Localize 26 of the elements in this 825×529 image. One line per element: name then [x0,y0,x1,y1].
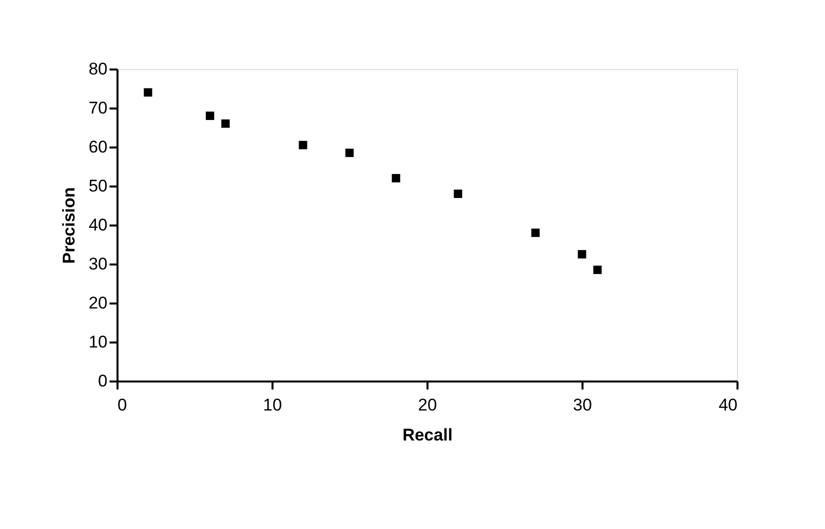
point [144,88,152,97]
y-tick-label: 50 [88,176,108,196]
y-tick-label: 80 [88,60,108,78]
y-tick-label: 70 [88,98,108,118]
y-tick-label: 10 [88,332,108,352]
x-tick-label: 20 [418,396,437,414]
x-tick-label: 10 [263,396,282,414]
point [298,140,308,150]
y-tick-label: 30 [88,254,108,274]
point [221,119,230,128]
point [578,250,586,258]
point [531,228,540,237]
y-tick-label: 0 [98,372,108,390]
y-axis-title: Precision [60,187,79,264]
x-tick-label: 0 [118,396,127,414]
y-tick-label: 60 [88,138,108,156]
point [593,266,602,274]
point [206,112,214,120]
point [392,174,400,182]
y-tick-label: 20 [88,294,108,312]
point [454,190,462,198]
x-axis-title: Recall [402,426,453,444]
point [345,148,354,158]
x-tick-label: 40 [718,396,738,414]
y-tick-label: 40 [88,216,108,234]
x-tick-label: 30 [573,396,592,414]
